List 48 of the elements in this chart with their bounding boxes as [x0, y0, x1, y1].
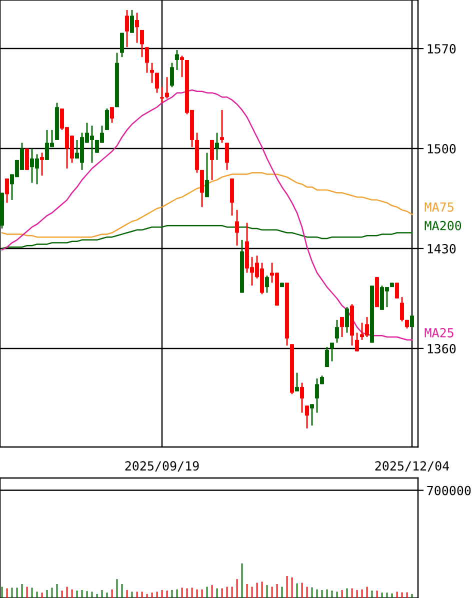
x-tick-label: 2025/09/19 [125, 461, 199, 472]
candlestick [310, 403, 314, 426]
candlestick [130, 9, 134, 34]
y-tick-label: 1570 [428, 44, 456, 54]
y-tick-label: 700000 [427, 486, 471, 496]
candlestick [150, 62, 154, 84]
candlestick [355, 332, 359, 352]
candlestick [220, 109, 224, 144]
candlestick [165, 76, 169, 100]
candlestick [345, 306, 349, 334]
candlestick [335, 319, 339, 344]
candlestick [180, 55, 184, 78]
candlestick [5, 178, 9, 204]
candlestick [160, 86, 164, 104]
candlestick [340, 316, 344, 338]
series-label: MA25 [424, 328, 454, 338]
candlestick [120, 32, 124, 58]
candlestick [225, 142, 229, 171]
candlestick [300, 382, 304, 414]
candlestick [170, 62, 174, 88]
series-label: MA200 [424, 220, 462, 230]
candlestick [155, 72, 159, 94]
candlestick [135, 12, 139, 44]
candlestick [265, 274, 269, 294]
line-series [1, 89, 413, 341]
y-tick-label: 1360 [428, 344, 456, 354]
candlestick [295, 372, 299, 392]
candlestick [40, 152, 44, 176]
candlestick [215, 132, 219, 161]
candlestick [325, 346, 329, 368]
candlestick [315, 378, 319, 414]
candlestick [400, 296, 404, 322]
candlestick [205, 152, 209, 198]
candlestick [125, 9, 129, 48]
candlestick [210, 139, 214, 181]
candlestick [140, 29, 144, 58]
x-tick-label: 2025/12/04 [375, 461, 450, 472]
candlestick [175, 49, 179, 71]
series-label: MA75 [424, 202, 454, 212]
candlestick [200, 169, 204, 208]
candlestick [305, 404, 309, 430]
candlestick [105, 108, 109, 131]
candlestick [145, 46, 149, 74]
candlestick [235, 209, 239, 246]
candlestick [110, 106, 114, 124]
candlestick [330, 342, 334, 362]
y-tick-label: 1500 [428, 144, 456, 154]
y-tick-label: 1430 [428, 244, 456, 254]
